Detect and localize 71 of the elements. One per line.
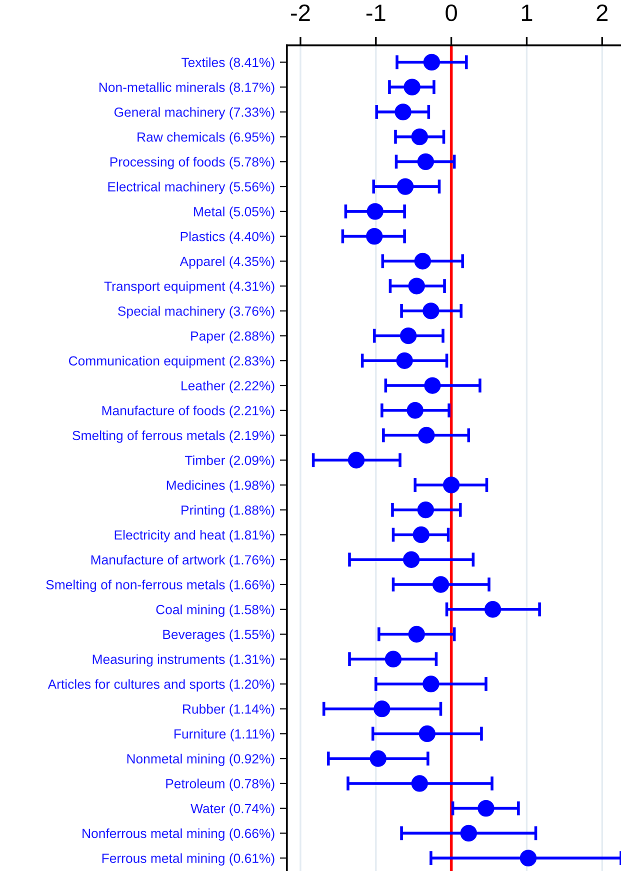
point [422,676,440,692]
point [408,278,425,294]
y-tick-label: Smelting of non-ferrous metals (1.66%) [46,580,274,592]
y-tick-label: Transport equipment (4.31%) [104,281,274,294]
y-tick-label: Nonmetal mining (0.92%) [127,754,274,766]
point [414,252,431,270]
y-tick-label: Measuring instruments (1.31%) [92,654,274,667]
x-tick-label: 0 [446,4,457,22]
y-tick-label: Textiles (8.41%) [182,57,274,70]
y-tick-label: Leather (2.22%) [182,380,274,394]
point [432,576,450,593]
y-tick-label: Nonferrous metal mining (0.66%) [82,828,274,841]
y-tick-label: Electrical machinery (5.56%) [108,182,274,194]
point [520,850,537,866]
point [422,302,440,320]
point [366,203,384,220]
point [374,700,390,718]
y-tick-label: Water (0.74%) [190,804,274,816]
point [403,551,420,568]
point [384,650,402,668]
y-tick-label: Special machinery (3.76%) [118,306,274,318]
point [411,775,428,792]
point [478,800,494,817]
x-tick-label: 1 [522,4,532,21]
point [417,502,434,518]
point [404,78,420,96]
y-tick-label: General machinery (7.33%) [114,107,274,120]
point [411,128,428,146]
y-tick-label: Paper (2.88%) [191,331,274,344]
y-tick-label: Manufacture of foods (2.21%) [102,406,274,418]
y-tick-label: Timber (2.09%) [184,455,274,468]
y-tick-label: Articles for cultures and sports (1.20%) [48,679,274,692]
point [424,377,441,394]
y-tick-label: Apparel (4.35%) [180,256,274,269]
point [396,352,413,369]
point [417,153,434,170]
point [442,476,460,494]
point [394,104,412,120]
point [418,725,436,742]
point [366,228,383,245]
point [460,824,477,842]
x-tick-label: -2 [291,4,310,21]
x-tick-label: 2 [596,4,608,21]
y-tick-label: Electricity and heat (1.81%) [114,530,274,542]
y-tick-label: Printing (1.88%) [182,505,274,518]
point [400,327,417,344]
y-tick-label: Medicines (1.98%) [166,480,274,493]
point [370,750,386,767]
x-tick-label: -1 [366,4,386,21]
y-tick-label: Ferrous metal mining (0.61%) [102,853,274,866]
y-tick-label: Petroleum (0.78%) [166,778,274,791]
y-tick-label: Processing of foods (5.78%) [110,156,274,170]
y-tick-label: Rubber (1.14%) [183,704,274,716]
y-tick-label: Manufacture of artwork (1.76%) [91,554,274,568]
y-tick-label: Plastics (4.40%) [180,232,274,244]
y-tick-label: Beverages (1.55%) [163,629,274,642]
y-tick-label: Non-metallic minerals (8.17%) [99,82,274,95]
y-tick-label: Metal (5.05%) [194,206,274,219]
point [484,601,502,618]
y-tick-label: Coal mining (1.58%) [156,604,274,617]
y-tick-label: Furniture (1.11%) [174,728,274,742]
point [408,626,425,643]
y-tick-label: Smelting of ferrous metals (2.19%) [72,430,274,443]
point [423,54,440,71]
y-tick-label: Raw chemicals (6.95%) [138,132,274,144]
point [412,526,430,544]
point [406,402,424,419]
point [418,426,435,444]
point [348,452,365,468]
point [396,178,414,195]
y-tick-label: Communication equipment (2.83%) [68,356,274,368]
